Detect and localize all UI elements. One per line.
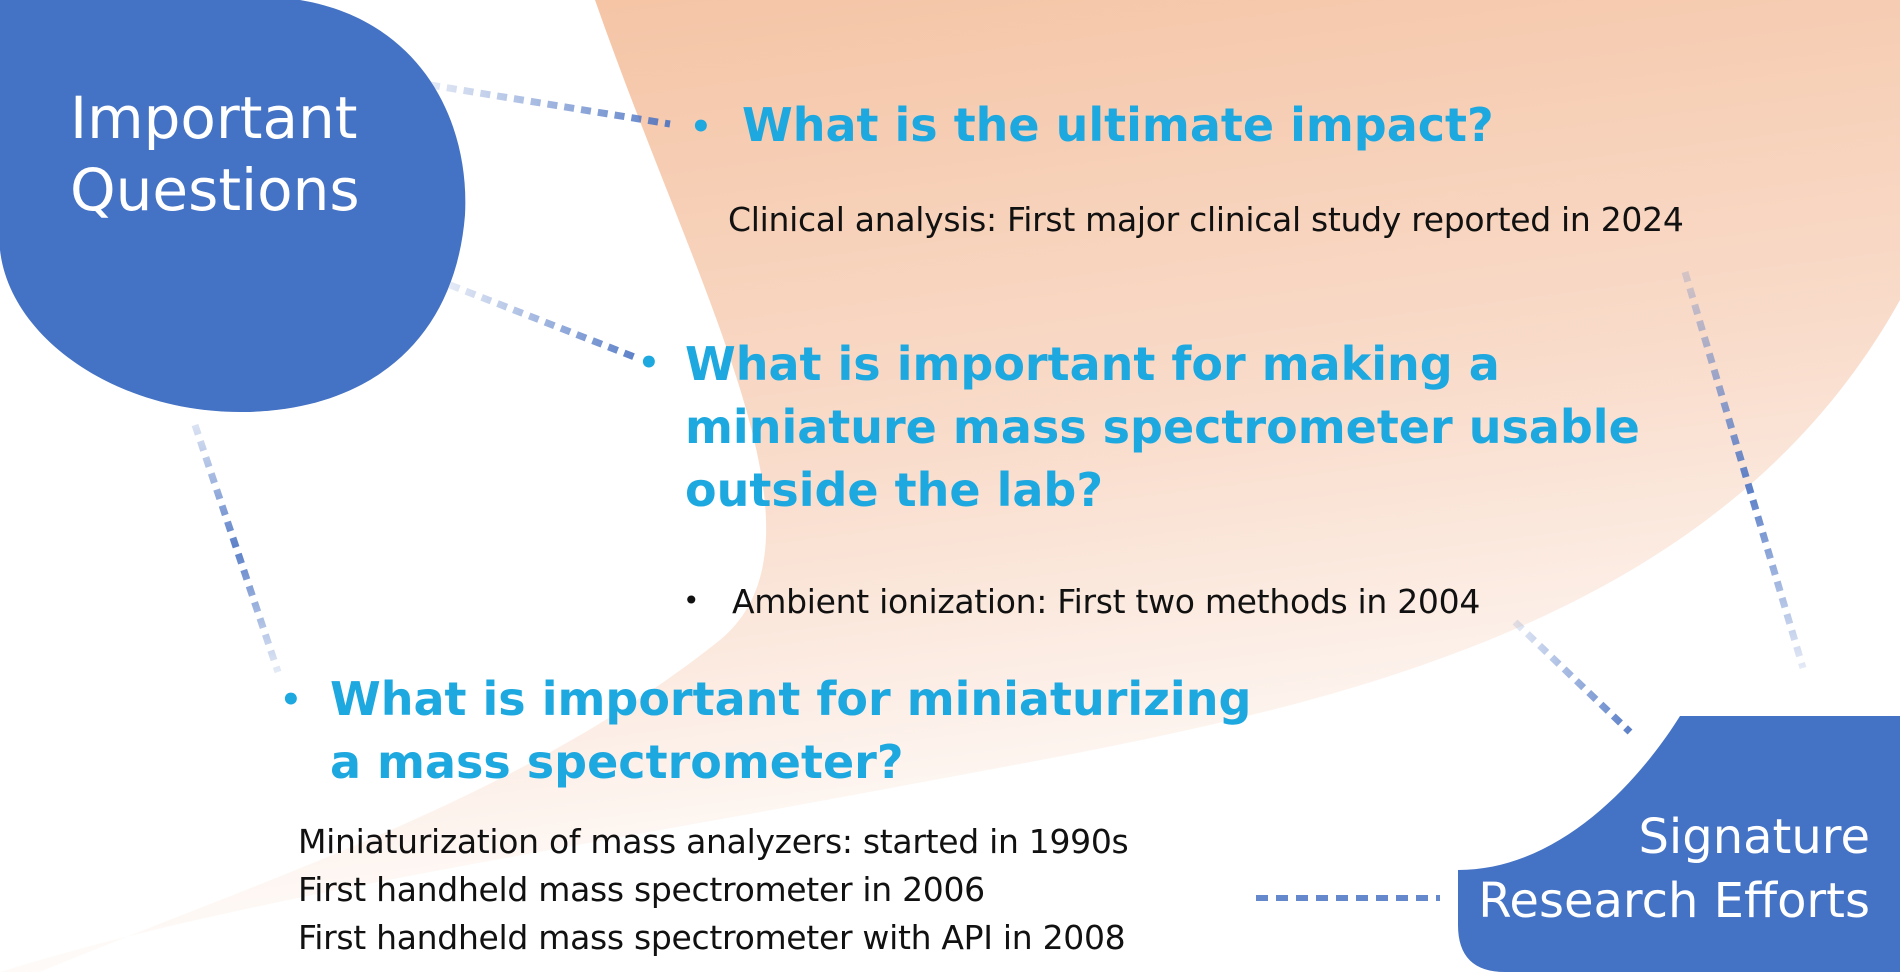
connector-q2-to-efforts — [1512, 619, 1633, 735]
important-questions-hub — [0, 0, 466, 413]
answer-miniaturization-analyzers: Miniaturization of mass analyzers: start… — [298, 822, 1129, 861]
question-3-bullet: • — [280, 680, 302, 720]
answer-ambient-bullet: • — [683, 584, 700, 617]
connector-hub-to-q3 — [191, 423, 282, 674]
connector-hub-to-q1 — [429, 81, 671, 128]
connector-hub-to-q2 — [448, 281, 639, 362]
signature-research-efforts-hub — [1458, 716, 1900, 972]
important-questions-label: Important Questions — [70, 82, 360, 226]
question-3-answers: Miniaturization of mass analyzers: start… — [298, 818, 1129, 962]
question-3-line2: a mass spectrometer? — [330, 735, 904, 789]
answer-first-handheld-2006: First handheld mass spectrometer in 2006 — [298, 870, 985, 909]
answer-first-handheld-api-2008: First handheld mass spectrometer with AP… — [298, 918, 1126, 957]
question-3-line1: What is important for miniaturizing — [330, 672, 1252, 726]
answer-clinical-analysis: Clinical analysis: First major clinical … — [728, 200, 1684, 239]
question-2-line2: miniature mass spectrometer usable — [685, 400, 1640, 454]
question-2-answers: Ambient ionization: First two methods in… — [732, 578, 1480, 626]
answer-ambient-ionization: Ambient ionization: First two methods in… — [732, 582, 1481, 621]
question-2-text: What is important for making a miniature… — [685, 333, 1640, 522]
signature-research-efforts-label: Signature Research Efforts — [1478, 805, 1870, 933]
question-3-text: What is important for miniaturizing a ma… — [330, 668, 1251, 794]
important-questions-line2: Questions — [70, 156, 360, 224]
question-2-line3: outside the lab? — [685, 463, 1103, 517]
question-1-bullet: • — [690, 107, 712, 147]
signature-research-efforts-line1: Signature — [1638, 809, 1870, 865]
question-1-answers: Clinical analysis: First major clinical … — [728, 196, 1684, 244]
question-2-line1: What is important for making a — [685, 337, 1500, 391]
question-1-text: What is the ultimate impact? — [742, 98, 1494, 152]
important-questions-line1: Important — [70, 84, 358, 152]
question-2-bullet: • — [638, 343, 660, 383]
signature-research-efforts-line2: Research Efforts — [1478, 873, 1870, 929]
connector-q1-to-efforts — [1681, 271, 1807, 669]
